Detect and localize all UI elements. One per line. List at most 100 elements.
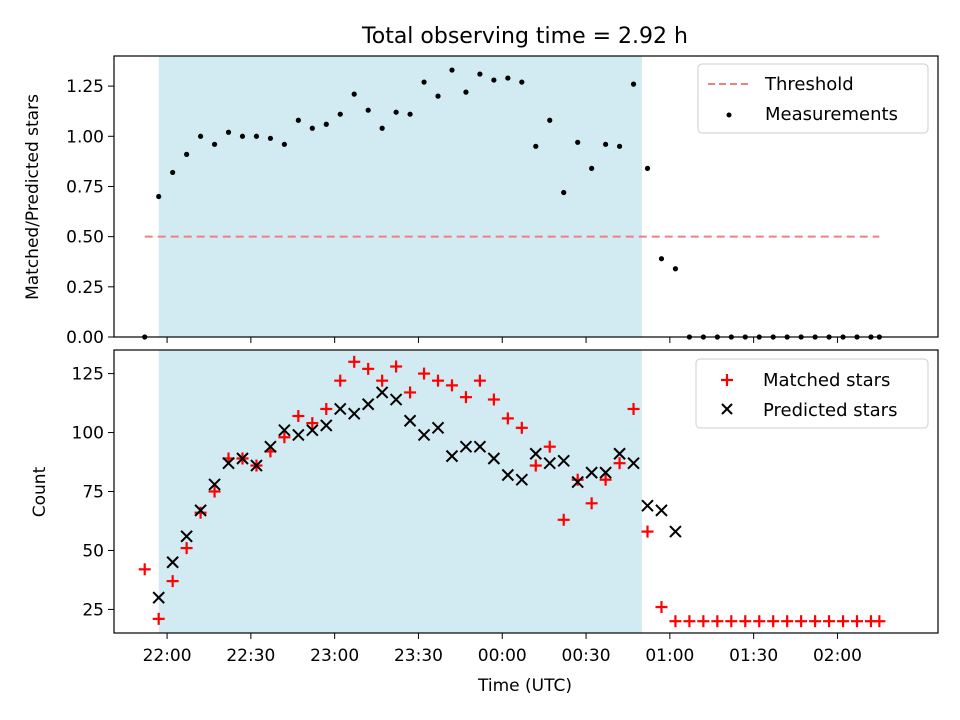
predicted-stars-point	[278, 423, 291, 437]
measurements-point	[407, 111, 413, 117]
predicted-stars-point	[431, 421, 445, 435]
x-tick-label: 01:30	[729, 646, 778, 666]
matched-stars-point	[459, 391, 472, 404]
measurements-point	[616, 143, 623, 149]
bottom-y-ticks: 25 50 75 100 125	[72, 365, 114, 620]
predicted-stars-point	[180, 530, 193, 543]
matched-stars-point	[543, 440, 556, 453]
measurements-point	[435, 93, 441, 99]
legend-measurements-swatch	[726, 112, 732, 118]
bottom-y-tick-label: 25	[82, 600, 104, 620]
top-y-axis-label: Matched/Predicted stars	[23, 94, 43, 300]
predicted-stars-point	[571, 475, 584, 489]
matched-stars-point	[208, 485, 221, 498]
measurements-point	[561, 189, 567, 196]
predicted-stars-point	[208, 478, 221, 491]
measurements-point	[463, 89, 469, 95]
predicted-stars-point	[515, 473, 529, 486]
matched-stars-point	[473, 374, 486, 387]
matched-stars-point	[390, 360, 403, 373]
predicted-stars-point	[306, 423, 319, 437]
matched-stars-point	[515, 421, 528, 434]
predicted-stars-point	[669, 525, 682, 538]
legend-predicted-label: Predicted stars	[763, 400, 897, 421]
x-tick-label: 01:00	[645, 646, 694, 666]
bottom-legend: Matched stars Predicted stars	[695, 358, 929, 429]
matched-stars-point	[669, 615, 682, 628]
matched-stars-point	[641, 525, 654, 538]
top-y-tick-label: 1.00	[66, 127, 104, 147]
top-y-tick-label: 0.00	[66, 328, 104, 348]
matched-stars-point	[627, 402, 640, 415]
bottom-shaded-region	[158, 350, 642, 633]
predicted-stars-point	[375, 386, 389, 399]
bottom-y-tick-label: 125	[72, 365, 104, 385]
matched-stars-point	[613, 457, 626, 470]
matched-stars-point	[781, 615, 794, 628]
matched-stars-point	[850, 615, 863, 628]
measurements-point	[575, 139, 581, 145]
measurements-point	[156, 193, 162, 200]
predicted-stars-point	[655, 504, 668, 517]
predicted-stars-point	[152, 591, 165, 604]
predicted-stars-point	[641, 499, 654, 512]
legend-matched-label: Matched stars	[763, 370, 890, 391]
top-shaded-region	[158, 56, 642, 337]
top-y-tick-label: 0.75	[66, 177, 104, 197]
matched-stars-point	[306, 417, 319, 430]
bottom-legend-box	[695, 358, 929, 429]
legend-threshold-label: Threshold	[764, 74, 854, 95]
measurements-point	[589, 165, 595, 171]
predicted-stars-point	[473, 440, 487, 453]
bottom-y-tick-label: 75	[82, 483, 104, 503]
predicted-stars-point	[543, 456, 556, 470]
measurements-point	[267, 135, 274, 141]
measurements-point	[225, 129, 232, 135]
x-tick-label: 02:00	[813, 646, 862, 666]
measurements-point	[379, 125, 385, 131]
matched-stars-point	[180, 542, 193, 555]
matched-stars-point	[655, 601, 668, 614]
predicted-stars-point	[194, 504, 207, 517]
measurements-point	[672, 266, 679, 272]
measurements-point	[253, 133, 260, 139]
matched-stars-point	[166, 575, 179, 588]
matched-stars-point	[809, 615, 822, 628]
x-tick-label: 23:00	[310, 646, 359, 666]
matched-stars-point	[320, 402, 333, 415]
measurements-point	[491, 77, 497, 83]
measurements-point	[658, 256, 665, 262]
top-y-ticks: 0.00 0.25 0.50 0.75 1.00 1.25	[66, 77, 114, 348]
chart-title: Total observing time = 2.92 h	[361, 24, 688, 49]
measurements-point	[547, 117, 553, 123]
matched-stars-point	[152, 612, 165, 625]
matched-stars-point	[683, 615, 696, 628]
predicted-stars-point	[320, 419, 333, 432]
predicted-stars-point	[361, 398, 375, 411]
matched-stars-point	[823, 615, 836, 628]
matched-stars-point	[418, 367, 431, 380]
bottom-y-tick-label: 100	[72, 424, 104, 444]
measurements-point	[351, 91, 357, 97]
matched-stars-point	[571, 473, 584, 486]
matched-stars-point	[873, 615, 886, 628]
measurements-point	[211, 141, 218, 147]
matched-stars-point	[432, 374, 445, 387]
x-tick-label: 00:00	[478, 646, 527, 666]
measurements-point	[519, 79, 525, 85]
matched-stars-point	[487, 393, 500, 406]
top-x-ticks	[166, 337, 838, 343]
measurements-point	[393, 109, 399, 115]
top-axes-frame	[113, 55, 939, 338]
measurements-point	[365, 107, 371, 113]
top-y-tick-label: 1.25	[66, 77, 104, 97]
measurements-point	[170, 169, 176, 176]
x-tick-label: 23:30	[394, 646, 443, 666]
measurements-point	[477, 71, 483, 77]
predicted-stars-point	[334, 402, 347, 416]
matched-stars-point	[348, 355, 361, 368]
matched-stars-point	[697, 615, 710, 628]
matched-stars-point	[334, 374, 347, 387]
predicted-stars-point	[417, 428, 431, 442]
